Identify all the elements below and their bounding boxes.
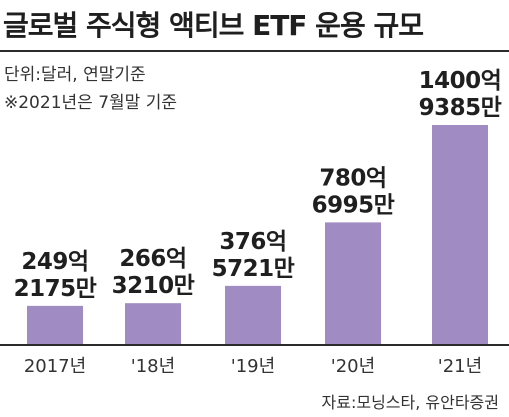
category-label-2: '19년: [231, 356, 275, 377]
bar-1: [125, 303, 181, 345]
bar-4: [432, 125, 488, 345]
value-label-4-1: 9385만: [419, 95, 502, 121]
chart-title: 글로벌 주식형 액티브 ETF 운용 규모: [3, 9, 424, 42]
value-label-3-1: 6995만: [312, 192, 395, 218]
value-label-1-1: 3210만: [112, 273, 195, 299]
category-label-1: '18년: [131, 356, 175, 377]
unit-note: 단위:달러, 연말기준: [4, 65, 146, 85]
footnote: ※2021년은 7월말 기준: [4, 93, 177, 113]
value-label-0-1: 2175만: [14, 276, 97, 302]
bar-3: [325, 222, 381, 345]
value-label-3-0: 780억: [319, 165, 386, 191]
category-label-4: '21년: [438, 356, 482, 377]
category-label-3: '20년: [331, 356, 375, 377]
bar-0: [27, 305, 83, 345]
value-label-1-0: 266억: [119, 246, 186, 272]
value-label-2-0: 376억: [219, 229, 286, 255]
category-label-0: 2017년: [24, 356, 86, 377]
value-label-0-0: 249억: [21, 249, 88, 275]
value-label-4-0: 1400억: [419, 68, 502, 94]
source-note: 자료:모닝스타, 유안타증권: [321, 393, 499, 412]
title-divider: [0, 50, 509, 52]
bar-2: [225, 285, 281, 345]
value-label-2-1: 5721만: [212, 256, 295, 282]
